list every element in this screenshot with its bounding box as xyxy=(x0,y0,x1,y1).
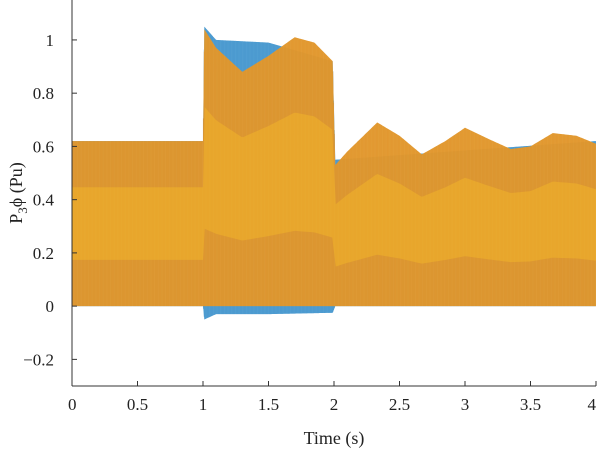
y-axis-title-sub: 3 xyxy=(15,207,30,214)
y-tick-label: 0.8 xyxy=(33,84,54,103)
y-tick-label: −0.2 xyxy=(23,350,54,369)
y-tick-label: 0.2 xyxy=(33,244,54,263)
x-tick-label: 3.5 xyxy=(520,395,541,414)
y-tick-label: 0 xyxy=(46,297,55,316)
y-axis-title: P3ϕ (Pu) xyxy=(6,162,30,224)
y-axis-title-tail: ϕ (Pu) xyxy=(6,162,27,207)
x-tick-label: 2 xyxy=(330,395,339,414)
y-tick-label: 0.6 xyxy=(33,137,54,156)
x-axis-title: Time (s) xyxy=(304,428,365,449)
x-tick-label: 3 xyxy=(461,395,470,414)
x-tick-label: 0.5 xyxy=(127,395,148,414)
y-tick-label: 0.4 xyxy=(33,191,55,210)
x-tick-label: 0 xyxy=(68,395,77,414)
y-axis-title-main: P xyxy=(6,214,26,224)
x-tick-label: 4 xyxy=(588,395,597,414)
y-tick-label: 1 xyxy=(46,31,55,50)
ticks-layer: 0 0.5 1 1.5 2 2.5 3 3.5 4 −0.2 0 0.2 0.4 0.6 0.8 1 xyxy=(23,31,597,414)
x-tick-label: 2.5 xyxy=(389,395,410,414)
x-tick-label: 1.5 xyxy=(258,395,279,414)
series-2-core xyxy=(72,107,596,267)
series-layer xyxy=(72,26,596,320)
x-tick-label: 1 xyxy=(199,395,208,414)
